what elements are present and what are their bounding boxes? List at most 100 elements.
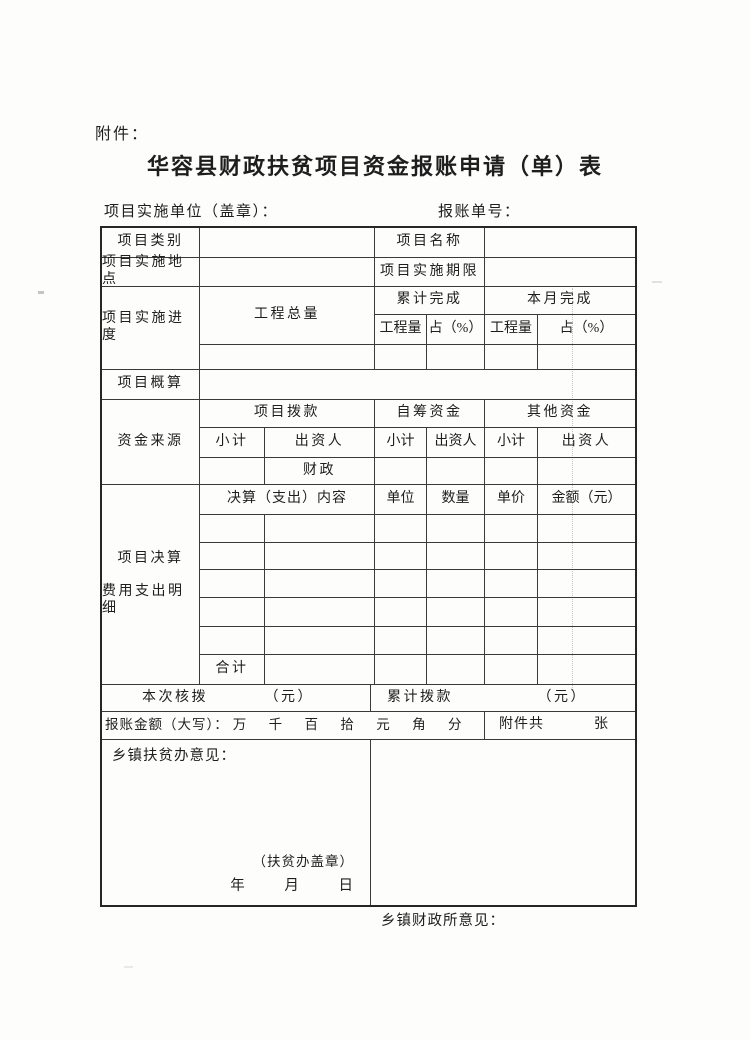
other-subtotal-label: 小计 <box>485 428 538 458</box>
blank-cell <box>485 627 538 655</box>
month-percent-label: 占（%） <box>538 315 635 345</box>
scan-speck <box>652 281 662 283</box>
project-name-value <box>485 228 635 258</box>
blank-cell <box>538 598 635 627</box>
blank-cell <box>485 515 538 543</box>
blank-cell <box>427 458 485 485</box>
total-label: 合计 <box>200 655 265 685</box>
blank-cell <box>427 598 485 627</box>
blank-cell <box>427 515 485 543</box>
blank-cell <box>427 543 485 570</box>
attachment-label: 附件： <box>95 126 150 143</box>
blank-cell <box>485 543 538 570</box>
blank-cell <box>265 655 375 685</box>
township-finance-office-opinion-label: 乡镇财政所意见： <box>381 913 505 929</box>
blank-cell <box>427 627 485 655</box>
project-estimate-label: 项目概算 <box>102 370 200 400</box>
project-category-value <box>200 228 375 258</box>
form-title: 华容县财政扶贫项目资金报账申请（单）表 <box>146 154 603 179</box>
cumulative-work-quantity-label: 工程量 <box>375 315 427 345</box>
scan-speck <box>38 291 44 294</box>
blank-cell <box>375 570 427 598</box>
current-allocation-cell: 本次核拨 （元） <box>102 685 371 712</box>
amount-words-cell: 报账金额（大写）： 万 千 百 拾 元 角 分 <box>102 712 485 740</box>
blank-cell <box>427 655 485 685</box>
blank-cell <box>538 570 635 598</box>
month-work-quantity-label: 工程量 <box>485 315 538 345</box>
scan-fold-artifact <box>572 288 573 688</box>
blank-cell <box>485 345 538 370</box>
amount-header: 金额（元） <box>538 485 635 515</box>
unit-price-header: 单价 <box>485 485 538 515</box>
blank-cell <box>375 655 427 685</box>
blank-cell <box>265 543 375 570</box>
blank-cell <box>200 543 265 570</box>
self-subtotal-label: 小计 <box>375 428 427 458</box>
current-allocation-label: 本次核拨 <box>142 689 208 705</box>
project-location-value <box>200 258 375 287</box>
application-form-table: 项目类别 项目名称 项目实施地点 项目实施期限 项目实施进度 工程总量 累计完成… <box>100 226 637 929</box>
blank-cell <box>200 627 265 655</box>
project-progress-label: 项目实施进度 <box>102 287 200 370</box>
cumulative-allocation-label: 累计拨款 <box>387 689 453 705</box>
blank-cell <box>375 515 427 543</box>
settlement-section-label: 项目决算 费用支出明细 <box>102 485 200 685</box>
bill-number-label: 报账单号： <box>438 204 521 220</box>
attachment-count-cell: 附件共 张 <box>485 712 635 740</box>
township-finance-office-opinion-cell: 乡镇财政所意见： 年 月 日 <box>371 905 635 1040</box>
project-category-label: 项目类别 <box>102 228 200 258</box>
attachment-count-label: 附件共 <box>499 717 544 733</box>
finance-label: 财政 <box>265 458 375 485</box>
blank-cell <box>538 627 635 655</box>
blank-cell <box>375 345 427 370</box>
blank-cell <box>200 515 265 543</box>
unit-header: 单位 <box>375 485 427 515</box>
settlement-line1: 项目决算 <box>117 551 184 567</box>
cumulative-percent-label: 占（%） <box>427 315 485 345</box>
cumulative-completed-label: 累计完成 <box>375 287 485 315</box>
blank-cell <box>200 570 265 598</box>
project-period-value <box>485 258 635 287</box>
blank-cell <box>485 570 538 598</box>
sheets-label: 张 <box>594 717 609 733</box>
blank-cell <box>265 570 375 598</box>
blank-cell <box>375 458 427 485</box>
blank-cell <box>538 655 635 685</box>
digit-units: 万 千 百 拾 元 角 分 <box>232 717 463 733</box>
blank-cell <box>265 515 375 543</box>
self-investor-label: 出资人 <box>427 428 485 458</box>
blank-cell <box>200 458 265 485</box>
poverty-office-sign-area: （扶贫办盖章） 年 月 日 <box>230 854 354 895</box>
amount-words-label: 报账金额（大写）： <box>105 717 229 733</box>
blank-cell <box>538 345 635 370</box>
total-work-label: 工程总量 <box>200 287 375 345</box>
blank-cell <box>485 458 538 485</box>
self-raised-label: 自筹资金 <box>375 400 485 428</box>
blank-cell <box>200 345 375 370</box>
blank-cell <box>375 598 427 627</box>
settlement-line2: 费用支出明细 <box>102 584 185 616</box>
blank-cell <box>485 598 538 627</box>
blank-cell <box>538 458 635 485</box>
blank-cell <box>427 570 485 598</box>
blank-cell <box>265 598 375 627</box>
quantity-header: 数量 <box>427 485 485 515</box>
project-estimate-value <box>200 370 635 400</box>
project-period-label: 项目实施期限 <box>375 258 485 287</box>
poverty-office-date-line: 年 月 日 <box>230 877 354 894</box>
other-investor-label: 出资人 <box>538 428 635 458</box>
blank-cell <box>375 543 427 570</box>
project-location-label: 项目实施地点 <box>102 255 200 287</box>
month-completed-label: 本月完成 <box>485 287 635 315</box>
cumulative-allocation-yuan: （元） <box>537 689 587 705</box>
blank-cell <box>375 627 427 655</box>
current-allocation-yuan: （元） <box>264 689 314 705</box>
township-poverty-office-opinion-cell: 乡镇扶贫办意见： （扶贫办盖章） 年 月 日 <box>102 740 371 905</box>
project-name-label: 项目名称 <box>375 228 485 258</box>
fund-source-label: 资金来源 <box>102 400 200 485</box>
blank-cell <box>427 345 485 370</box>
implementing-unit-label: 项目实施单位（盖章）： <box>104 204 279 220</box>
allocation-investor-label: 出资人 <box>265 428 375 458</box>
blank-cell <box>265 627 375 655</box>
